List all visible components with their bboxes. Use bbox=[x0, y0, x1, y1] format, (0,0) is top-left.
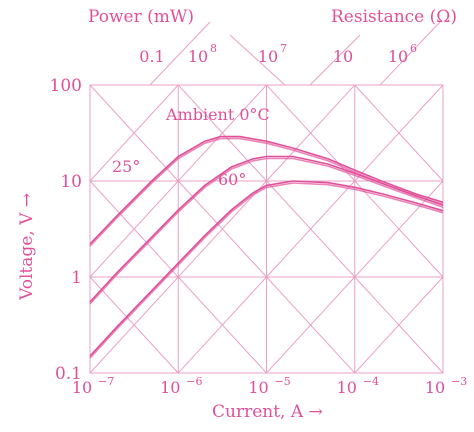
series-line-1 bbox=[89, 155, 444, 303]
y-tick-label-0: 100 bbox=[50, 76, 82, 96]
annotation-60: 60° bbox=[218, 170, 246, 189]
y-tick-label-3: 0.1 bbox=[55, 364, 82, 384]
x-tick-exp-0: −7 bbox=[98, 375, 114, 388]
resistance-line-4 bbox=[89, 85, 355, 374]
resistance-tick-1-sup: 6 bbox=[410, 42, 417, 55]
series-line-2 bbox=[89, 180, 444, 357]
x-tick-exp-3: −4 bbox=[363, 375, 379, 388]
x-tick-exp-2: −5 bbox=[275, 375, 291, 388]
x-tick-label-0: 10 bbox=[72, 378, 92, 397]
x-axis-label: Current, A → bbox=[212, 402, 323, 422]
power-line-3 bbox=[89, 84, 355, 373]
power-line-4 bbox=[178, 85, 444, 374]
power-axis-leader bbox=[149, 21, 211, 86]
annotation-ambient: Ambient 0°C bbox=[165, 105, 270, 124]
resistance-tick-0: 10 bbox=[333, 47, 353, 66]
resistance-line-5 bbox=[178, 84, 444, 373]
power-axis-label: Power (mW) bbox=[88, 7, 194, 27]
x-tick-label-4: 10 bbox=[425, 378, 445, 397]
y-axis-label: Voltage, V → bbox=[17, 193, 37, 301]
resistance-line-7 bbox=[354, 276, 444, 374]
x-tick-exp-1: −6 bbox=[186, 375, 202, 388]
power-tick-2: 10 bbox=[258, 47, 278, 66]
y-tick-label-2: 1 bbox=[71, 268, 82, 288]
power-line-5 bbox=[266, 85, 444, 278]
series-line-2-shadow bbox=[89, 182, 444, 359]
resistance-tick-1: 10 bbox=[388, 47, 408, 66]
power-tick-0: 0.1 bbox=[139, 47, 164, 66]
power-axis-leader-2 bbox=[229, 34, 286, 86]
resistance-axis-leader-2 bbox=[309, 34, 361, 86]
x-tick-label-1: 10 bbox=[160, 378, 180, 397]
series-line-1-shadow bbox=[89, 157, 444, 305]
y-tick-label-1: 10 bbox=[60, 172, 82, 192]
resistance-axis-label: Resistance (Ω) bbox=[331, 7, 457, 27]
power-line-6 bbox=[354, 84, 444, 182]
series-line-0 bbox=[89, 135, 444, 245]
resistance-line-6 bbox=[266, 180, 444, 373]
x-tick-label-2: 10 bbox=[248, 378, 268, 397]
power-tick-1-sup: 8 bbox=[210, 42, 217, 55]
annotation-25: 25° bbox=[112, 157, 140, 176]
x-tick-label-3: 10 bbox=[337, 378, 357, 397]
series-curves bbox=[89, 135, 444, 359]
power-tick-1: 10 bbox=[188, 47, 208, 66]
grid bbox=[89, 84, 444, 374]
x-tick-exp-4: −3 bbox=[451, 375, 467, 388]
power-tick-2-sup: 7 bbox=[280, 42, 287, 55]
resistance-axis-leader bbox=[379, 21, 441, 86]
